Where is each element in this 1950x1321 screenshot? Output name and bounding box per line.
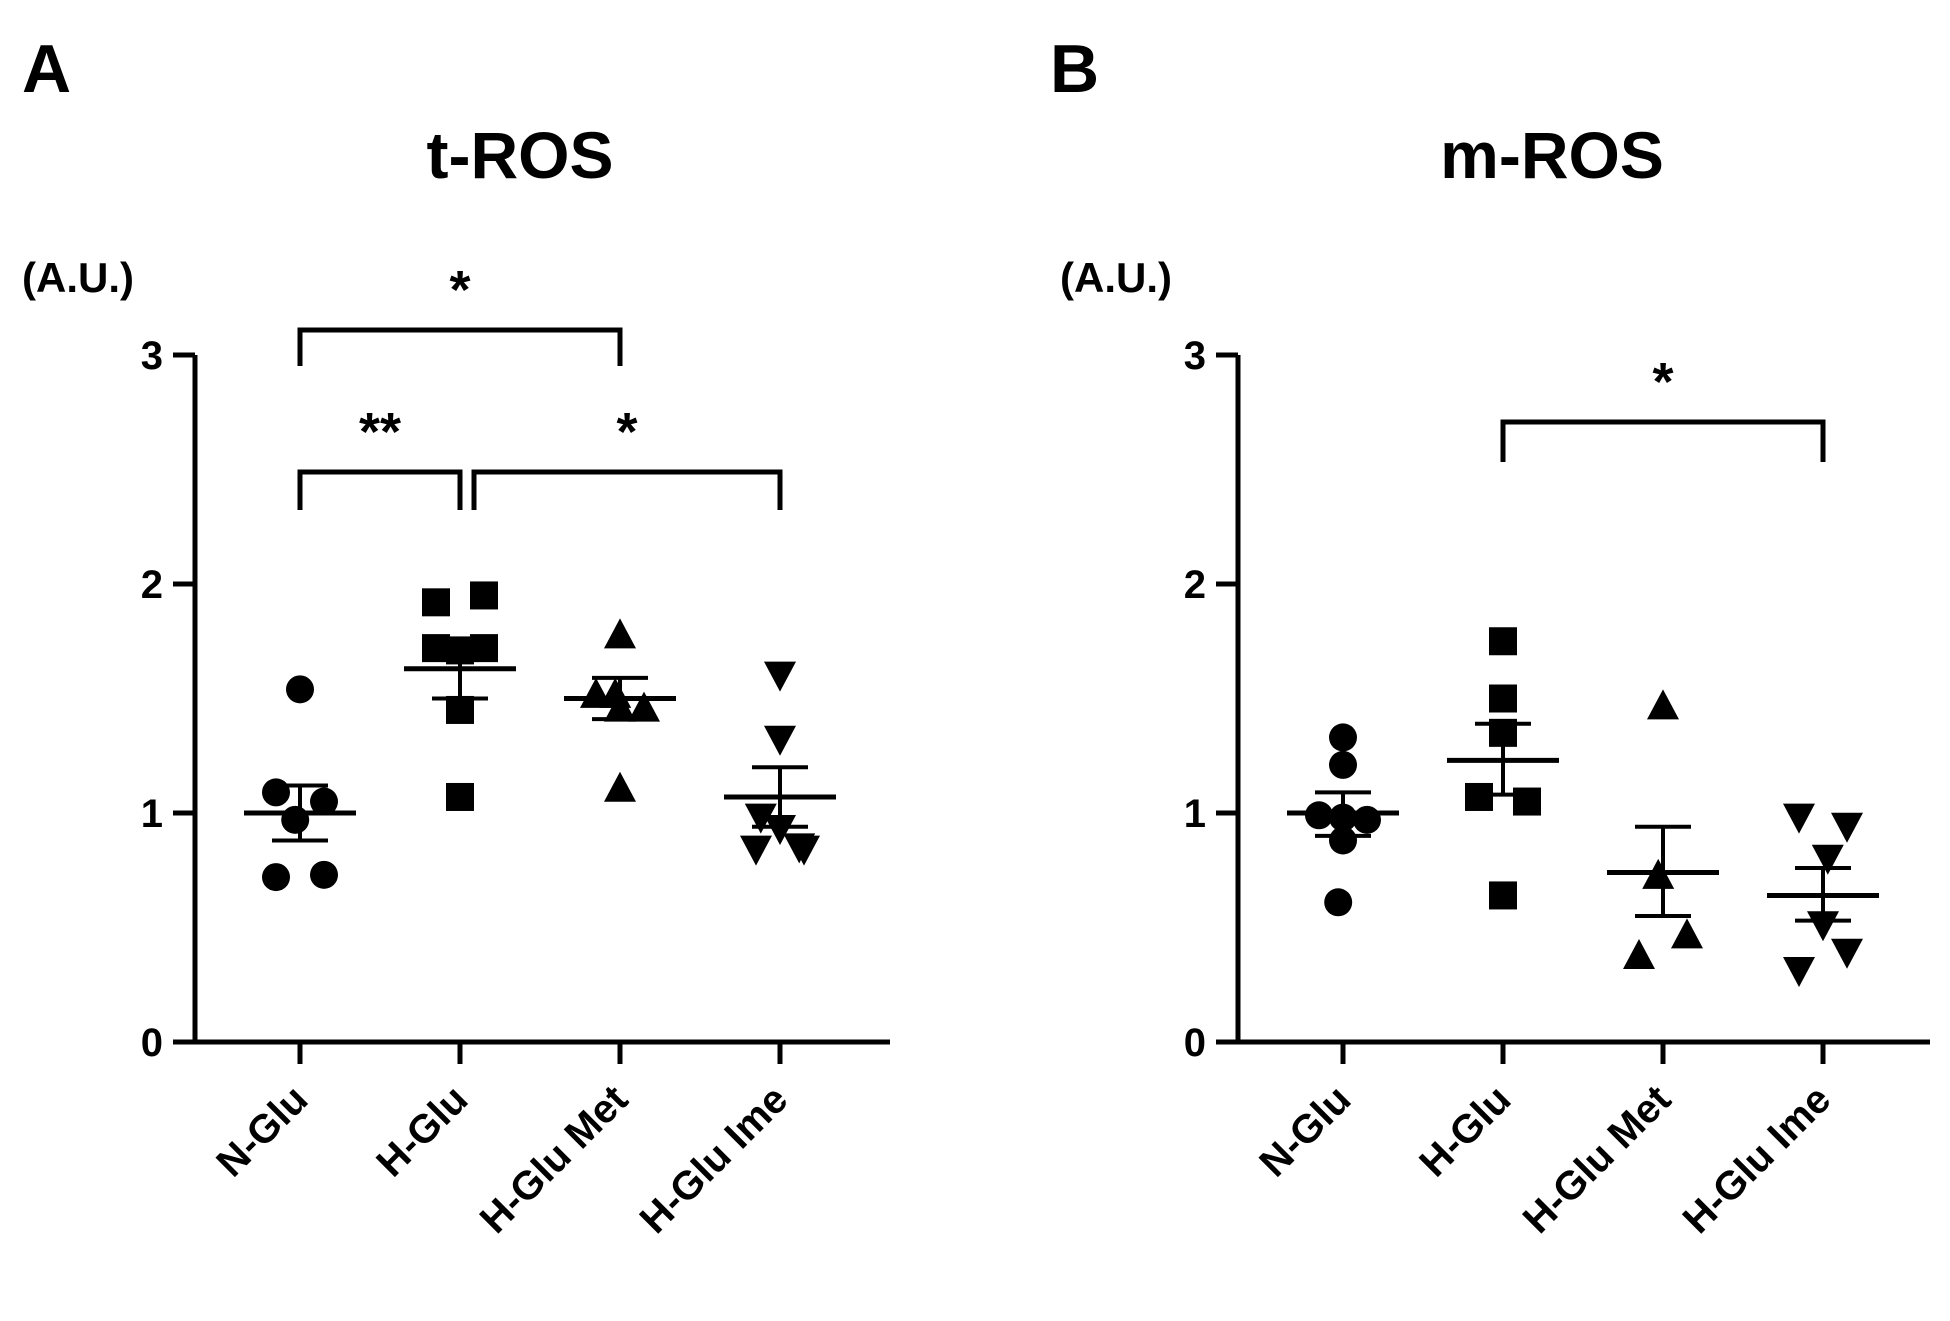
- y-tick-label: 3: [1184, 334, 1206, 378]
- data-point-circle: [262, 863, 290, 892]
- significance-bracket: [297, 327, 623, 366]
- data-point-circle: [281, 805, 310, 834]
- data-point-triangle-up: [1671, 918, 1703, 949]
- data-point-triangle-down: [744, 803, 777, 834]
- significance-bracket: [297, 469, 463, 510]
- chart-title: m-ROS: [1440, 118, 1664, 192]
- y-axis-unit-label: (A.U.): [22, 254, 134, 301]
- data-point-triangle-down: [1831, 812, 1863, 843]
- data-point-triangle-up: [1623, 938, 1655, 969]
- x-tick-label: H-Glu: [368, 1077, 476, 1185]
- y-tick-label: 2: [141, 563, 163, 607]
- data-point-circle: [286, 675, 314, 704]
- significance-label: *: [616, 402, 637, 462]
- data-point-square: [1489, 881, 1517, 910]
- data-point-square: [446, 782, 474, 811]
- y-tick-label: 0: [1184, 1021, 1206, 1065]
- significance-label: *: [1652, 352, 1673, 412]
- data-point-square: [1465, 782, 1493, 811]
- data-point-circle: [1353, 805, 1381, 834]
- significance-label: *: [449, 260, 470, 320]
- data-point-triangle-down: [740, 835, 772, 866]
- data-point-triangle-up: [604, 771, 636, 802]
- significance-bracket: [1500, 419, 1826, 462]
- x-tick-label: N-Glu: [208, 1077, 316, 1185]
- data-point-square: [1489, 627, 1517, 656]
- data-point-triangle-down: [788, 835, 820, 866]
- data-point-circle: [1329, 723, 1357, 752]
- data-point-circle: [310, 787, 338, 816]
- data-point-triangle-down: [1811, 844, 1844, 875]
- x-tick-label: H-Glu Ime: [632, 1077, 797, 1242]
- y-tick-label: 1: [1184, 792, 1206, 836]
- data-point-triangle-up: [604, 618, 636, 649]
- data-point-square: [1513, 787, 1541, 816]
- data-point-triangle-up: [628, 691, 660, 722]
- x-tick-label: H-Glu Met: [472, 1077, 637, 1242]
- y-tick-label: 3: [141, 334, 163, 378]
- y-axis-unit-label: (A.U.): [1060, 254, 1172, 301]
- data-point-triangle-down: [1783, 803, 1815, 834]
- data-point-circle: [1324, 888, 1353, 917]
- data-point-circle: [1329, 826, 1357, 855]
- data-point-square: [446, 695, 474, 724]
- data-point-triangle-down: [764, 725, 796, 756]
- data-point-triangle-down: [1783, 957, 1815, 988]
- x-tick-label: N-Glu: [1251, 1077, 1359, 1185]
- data-point-square: [422, 588, 450, 617]
- y-tick-label: 1: [141, 792, 163, 836]
- panel-letter: A: [22, 31, 71, 107]
- data-point-square: [470, 581, 498, 610]
- data-point-circle: [1329, 750, 1357, 779]
- chart-title: t-ROS: [427, 118, 614, 192]
- data-point-triangle-down: [1831, 938, 1863, 969]
- data-point-circle: [310, 860, 338, 889]
- data-point-triangle-up: [1647, 689, 1679, 720]
- x-tick-label: H-Glu Ime: [1675, 1077, 1840, 1242]
- y-tick-label: 0: [141, 1021, 163, 1065]
- x-tick-label: H-Glu Met: [1515, 1077, 1680, 1242]
- x-tick-label: H-Glu: [1411, 1077, 1519, 1185]
- data-point-circle: [262, 778, 290, 807]
- significance-bracket: [471, 469, 783, 510]
- data-point-triangle-down: [764, 815, 796, 846]
- panel-letter: B: [1050, 31, 1099, 107]
- data-point-triangle-down: [764, 661, 796, 692]
- y-tick-label: 2: [1184, 563, 1206, 607]
- data-point-square: [1489, 684, 1517, 713]
- significance-label: **: [359, 402, 401, 462]
